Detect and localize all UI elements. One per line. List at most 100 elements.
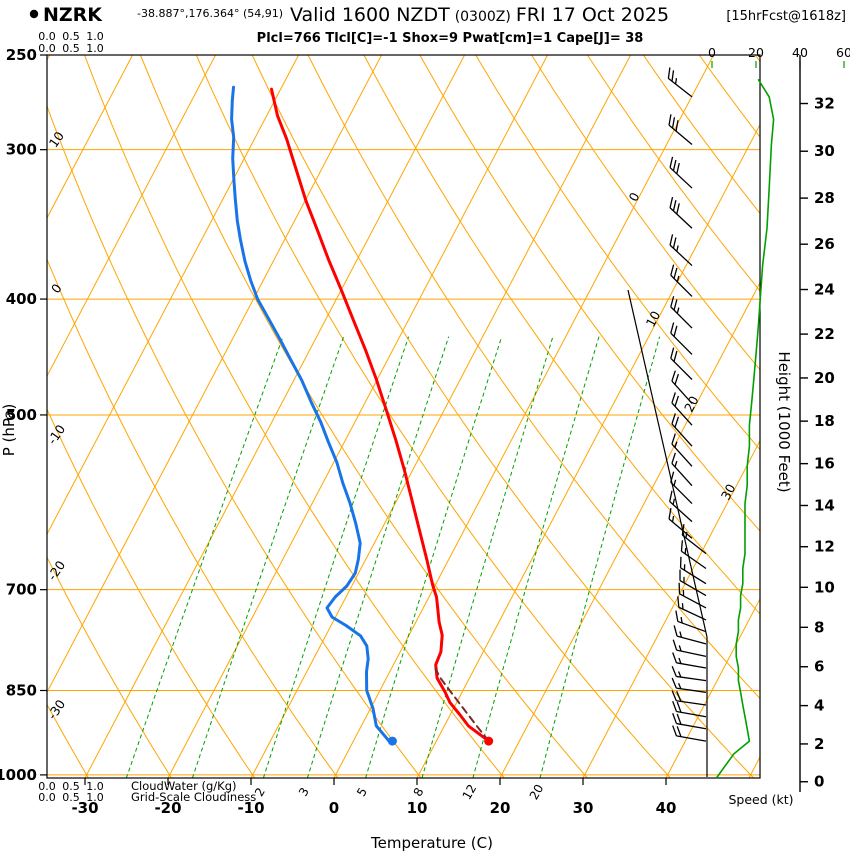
barb-full [674,416,680,428]
mixing-ratio-label: 12 [460,782,480,802]
pressure-tick-label: 500 [6,406,37,424]
barb-full [672,725,678,737]
wind-barb [669,234,693,267]
wind-barb [669,156,693,189]
wind-speed-profile: 0 20 40 60 [708,45,850,779]
height-tick-label: 20 [814,369,835,387]
barb-staff [668,124,693,145]
sounding-traces [230,85,494,746]
mixing-ratio-label: 20 [527,782,547,802]
gridscale-label: Grid-Scale Cloudiness [131,790,256,804]
wind-barb [670,471,693,504]
isotherm-label: 0 [626,190,643,204]
temperature-tick-label: 10 [407,799,428,817]
barb-staff [676,735,707,742]
barb-full [671,70,675,82]
barb-half [678,657,682,664]
barb-staff [669,501,693,523]
barb-half [676,307,680,314]
cloudwater-scale-bottom: 0.5 [62,780,80,793]
barb-half [677,671,682,678]
height-tick-label: 2 [814,735,824,753]
isotherm-label: 30 [718,481,739,502]
temperature-tick-label: 20 [490,799,511,817]
barb-full [676,701,682,713]
barb-staff [676,675,707,682]
mixing-ratio-line [539,336,661,778]
barb-full [676,713,682,725]
barb-full [675,610,679,622]
barb-staff [676,722,707,730]
barb-staff [669,244,693,267]
parcel-trace [434,667,490,743]
dry-adiabat-label: 10 [46,129,67,151]
dry-adiabat-line [307,55,760,700]
wind-barb [667,67,693,98]
cloudwater-scale-top: 1.0 [86,30,104,43]
barb-staff [667,77,693,98]
height-tick-label: 26 [814,235,835,253]
isotherm-line [47,55,383,694]
barb-staff [670,306,693,329]
barb-full [676,162,680,174]
barb-full [676,203,680,215]
gridscale-scale-top: 0.5 [62,42,80,55]
barb-full [671,117,676,129]
temperature-tick-label: 40 [656,799,677,817]
barb-full [669,234,674,246]
barb-staff [671,380,693,404]
barb-full [672,200,677,212]
dry-adiabat-line [419,55,760,532]
dry-adiabat-line [531,55,760,371]
barb-full [675,120,679,132]
dry-adiabat-line [363,55,760,615]
barb-full [671,370,676,382]
barb-full [676,726,682,737]
barb-full [669,156,674,168]
barb-full [676,690,682,702]
isotherm-line [416,123,760,778]
station-id: NZRK [43,4,103,26]
gridscale-scale-bottom: 0.0 [38,791,56,804]
station-bullet-icon [29,9,39,19]
mixing-ratio-line [306,336,450,778]
barb-half [684,547,687,554]
wind-barb [671,452,693,487]
barb-full [672,639,678,651]
barb-staff [670,481,693,504]
barb-staff [670,332,693,355]
mixing-ratio-line [421,336,554,778]
barb-full [673,299,678,311]
forecast-tag: [15hrFcst@1618z] [726,9,846,24]
temperature-tick-label: -30 [71,799,98,817]
barb-full [677,596,680,608]
barb-staff [670,357,693,380]
barb-full [671,666,677,677]
aux-lines [627,289,708,777]
barb-full [670,296,675,308]
wind-barb [677,596,707,621]
isotherm-line [167,55,549,778]
barb-full [672,712,678,724]
barb-full [671,433,676,445]
wind-barb [671,413,693,447]
height-tick-label: 16 [814,455,835,473]
wind-barb [672,725,707,742]
pressure-tick-label: 850 [6,681,37,699]
barb-staff [668,518,693,539]
barb-staff [676,687,707,693]
pressure-axis-title: P (hPa) [0,404,18,457]
barb-half [679,631,683,638]
isotherm-line [333,55,715,778]
barb-half [673,479,677,486]
height-tick-label: 30 [814,142,835,160]
barb-staff [678,606,707,621]
height-tick-label: 22 [814,325,835,343]
isotherm-line [47,55,300,536]
station-coords: -38.887°,176.364° (54,91) [137,7,283,20]
mixing-ratio-line [125,336,284,778]
wind-barb [671,392,693,426]
